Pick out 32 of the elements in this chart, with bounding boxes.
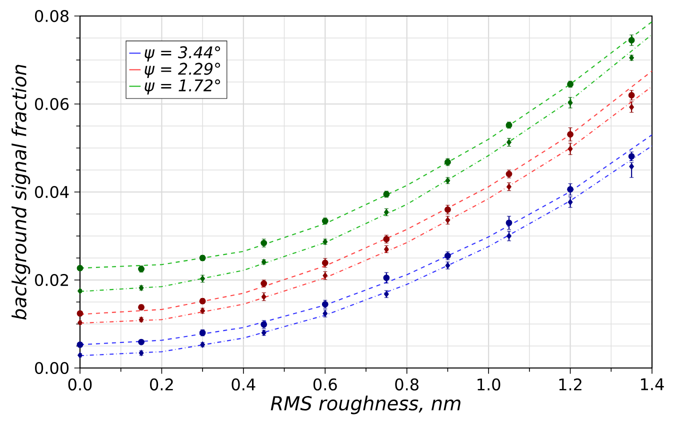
point [78, 288, 82, 294]
point [506, 220, 512, 226]
x-tick-label: 1.2 [559, 378, 582, 390]
x-tick-label: 0.6 [313, 378, 337, 391]
point [76, 341, 84, 348]
point [78, 352, 82, 358]
point [78, 319, 82, 326]
point [76, 310, 84, 317]
x-tick-label: 0.4 [232, 378, 256, 391]
legend-label: ψ = 1.72° [144, 79, 220, 95]
x-tick-label: 1.0 [478, 378, 500, 391]
point [568, 146, 573, 152]
point [76, 264, 84, 272]
legend-label: ψ = 3.44° [144, 46, 220, 62]
y-tick-label: 0.02 [35, 274, 68, 286]
y-tick-label: 0.00 [35, 362, 69, 374]
y-tick-label: 0.08 [35, 10, 68, 22]
point [568, 99, 573, 106]
point [567, 131, 574, 138]
point [628, 37, 635, 44]
y-tick-label: 0.06 [35, 98, 69, 110]
x-tick-label: 0.0 [68, 378, 92, 391]
x-tick-label: 1.4 [641, 378, 664, 390]
y-tick-label: 0.04 [35, 186, 69, 198]
point [383, 274, 390, 282]
point [567, 186, 574, 193]
x-axis-title: RMS roughness, nm [270, 396, 460, 414]
legend-label: ψ = 2.29° [144, 62, 220, 78]
point [322, 260, 328, 266]
x-tick-label: 0.2 [150, 378, 173, 391]
y-axis-title: background signal fraction [12, 64, 30, 320]
x-tick-label: 0.8 [395, 378, 418, 391]
